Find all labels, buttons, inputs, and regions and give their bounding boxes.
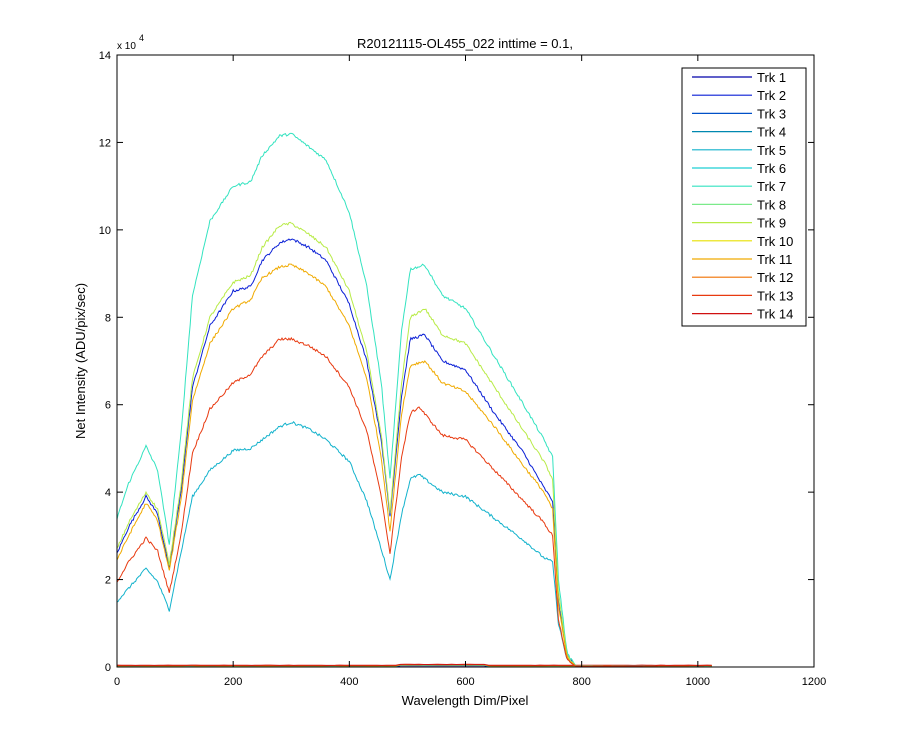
y-multiplier-label: x 10: [117, 41, 136, 52]
chart-title: R20121115-OL455_022 inttime = 0.1,: [357, 36, 573, 51]
y-multiplier-exponent: 4: [139, 33, 144, 43]
tick-layer: 0 200 400 600 800 1000 1200 0 2 4 6 8 10 12 14: [99, 50, 826, 688]
x-axis-label: Wavelength Dim/Pixel: [402, 693, 529, 708]
x-tick-label: 600: [456, 676, 474, 688]
series-layer: [116, 132, 712, 668]
legend-label-trk-4: Trk 4: [757, 125, 786, 140]
legend-label-trk-6: Trk 6: [757, 161, 786, 176]
x-tick-label: 200: [224, 676, 242, 688]
y-tick-label: 10: [99, 225, 111, 237]
legend-label-trk-2: Trk 2: [757, 88, 786, 103]
y-tick-label: 4: [105, 487, 111, 499]
legend-label-trk-13: Trk 13: [757, 288, 793, 303]
legend-label-trk-14: Trk 14: [757, 307, 793, 322]
legend-label-trk-11: Trk 11: [757, 252, 792, 267]
y-tick-label: 12: [99, 137, 111, 149]
y-tick-label: 2: [105, 575, 111, 587]
y-tick-label: 8: [105, 312, 111, 324]
series-line-trk-14: [116, 663, 712, 666]
legend: Trk 1 Trk 2 Trk 3 Trk 4 Trk 5 Trk 6 Trk 7 Trk 8…: [681, 67, 807, 327]
x-tick-label: 1000: [686, 676, 710, 688]
x-tick-label: 1200: [802, 676, 826, 688]
y-axis-label: Net Intensity (ADU/pix/sec): [73, 283, 88, 439]
legend-label-trk-9: Trk 9: [757, 216, 786, 231]
y-tick-label: 6: [105, 400, 111, 412]
y-tick-label: 14: [99, 50, 111, 62]
legend-box: [681, 67, 807, 327]
y-tick-label: 0: [105, 662, 111, 674]
x-tick-label: 0: [114, 676, 120, 688]
legend-label-trk-12: Trk 12: [757, 270, 793, 285]
legend-label-trk-7: Trk 7: [757, 179, 786, 194]
legend-label-trk-8: Trk 8: [757, 197, 786, 212]
legend-label-trk-10: Trk 10: [757, 234, 793, 249]
legend-label-trk-5: Trk 5: [757, 143, 786, 158]
series-line-trk-13: [116, 336, 712, 668]
legend-label-trk-3: Trk 3: [757, 106, 786, 121]
x-tick-label: 400: [340, 676, 358, 688]
x-tick-label: 800: [572, 676, 590, 688]
legend-label-trk-1: Trk 1: [757, 70, 786, 85]
